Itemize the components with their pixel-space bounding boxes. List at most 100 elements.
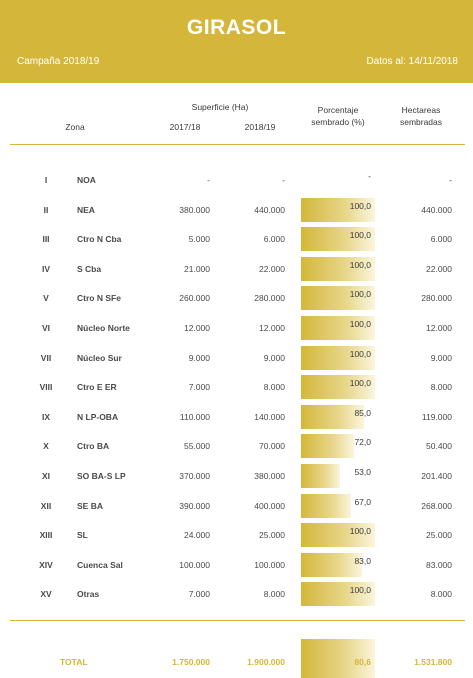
row-2018-19: 9.000 [263,352,285,363]
row-number: VIII [39,382,53,393]
col-header-porcentaje-line2: sembrado (%) [311,117,365,127]
row-2017-18: 21.000 [184,263,210,274]
row-number: VII [40,352,52,363]
row-zona: NEA [77,204,95,215]
percent-bar [301,375,375,400]
total-divider [10,620,465,621]
table-row: IX N LP-OBA 110.000 140.000 85,0 119.000 [0,404,473,429]
percent-bar-track: 100,0 [301,523,375,548]
percent-value: 100,0 [349,348,371,359]
row-hectareas: 25.000 [426,530,452,541]
row-zona: SE BA [77,500,103,511]
total-2017-18: 1.750.000 [172,657,210,667]
row-2018-19: 140.000 [254,411,285,422]
row-2018-19: - [282,175,285,185]
percent-bar [301,404,364,429]
header-divider [10,144,465,145]
row-2017-18: 260.000 [179,293,210,304]
row-2018-19: 100.000 [254,559,285,570]
percent-bar-track: - [301,168,375,192]
row-2018-19: 280.000 [254,293,285,304]
row-hectareas: 9.000 [430,352,452,363]
row-zona: Ctro N SFe [77,293,121,304]
row-2018-19: 8.000 [263,589,285,600]
row-zona: Ctro BA [77,441,110,452]
row-hectareas: 8.000 [430,382,452,393]
row-number: XV [40,589,52,600]
percent-bar-track: 100,0 [301,316,375,340]
percent-value: - [368,171,371,181]
row-hectareas: - [449,175,452,185]
percent-value: 67,0 [354,496,371,507]
total-2018-19: 1.900.000 [247,657,285,667]
table-row: V Ctro N SFe 260.000 280.000 100,0 280.000 [0,286,473,311]
total-hectareas: 1.531.800 [414,657,452,667]
row-2018-19: 8.000 [263,382,285,393]
percent-value: 100,0 [349,200,371,211]
percent-bar [301,227,375,252]
table-row: XIII SL 24.000 25.000 100,0 25.000 [0,523,473,548]
row-number: I [44,175,48,185]
col-header-superficie: Superficie (Ha) [191,102,249,112]
row-zona: Núcleo Sur [77,352,122,363]
percent-value: 100,0 [349,526,371,537]
total-percent-bar [301,639,375,678]
percent-bar [301,316,375,340]
data-date-label: Datos al: 14/11/2018 [366,56,458,67]
percent-bar-track: 100,0 [301,582,375,607]
row-number: V [43,293,49,304]
col-header-2018-19: 2018/19 [244,122,276,132]
row-number: IV [41,263,51,274]
row-2018-19: 400.000 [254,500,285,511]
row-zona: Ctro N Cba [77,234,122,245]
percent-bar [301,464,341,488]
percent-bar-track: 100,0 [301,197,375,222]
row-zona: N LP-OBA [77,411,119,422]
row-number: XII [40,500,52,511]
table-row: XI SO BA-S LP 370.000 380.000 53,0 201.400 [0,464,473,488]
percent-bar-track: 100,0 [301,286,375,311]
percent-bar [301,256,375,281]
row-number: XIV [39,559,53,570]
table-row: XV Otras 7.000 8.000 100,0 8.000 [0,582,473,607]
table-row: VIII Ctro E ER 7.000 8.000 100,0 8.000 [0,375,473,400]
percent-bar [301,286,375,311]
percent-bar-track: 72,0 [301,434,375,459]
page-title: GIRASOL [186,16,287,39]
total-row: TOTAL 1.750.000 1.900.000 80,6 1.531.800 [0,639,473,678]
percent-bar [301,552,363,577]
row-zona: SO BA-S LP [77,471,126,481]
row-2017-18: - [207,175,210,185]
row-hectareas: 8.000 [430,589,452,600]
percent-value: 100,0 [349,585,371,596]
table-row: VII Núcleo Sur 9.000 9.000 100,0 9.000 [0,345,473,370]
row-hectareas: 268.000 [421,500,452,511]
row-2017-18: 110.000 [179,411,210,422]
table-row: I NOA - - - - [0,168,473,192]
row-2018-19: 70.000 [259,441,285,452]
table-row: X Ctro BA 55.000 70.000 72,0 50.400 [0,434,473,459]
row-2017-18: 390.000 [179,500,210,511]
row-hectareas: 280.000 [421,293,452,304]
col-header-2017-18: 2017/18 [169,122,201,132]
row-zona: S Cba [77,263,102,274]
row-2018-19: 6.000 [263,234,285,245]
row-hectareas: 50.400 [426,441,452,452]
percent-bar-track: 53,0 [301,464,375,488]
row-2017-18: 380.000 [179,204,210,215]
percent-bar [301,493,351,518]
row-number: III [42,234,50,245]
total-percent-bar-track: 80,6 [301,639,375,678]
row-hectareas: 12.000 [426,323,452,333]
table-row: VI Núcleo Norte 12.000 12.000 100,0 12.000 [0,316,473,340]
percent-bar-track: 83,0 [301,552,375,577]
percent-value: 100,0 [349,259,371,270]
row-zona: Otras [77,589,100,600]
row-2017-18: 7.000 [188,382,210,393]
row-zona: Núcleo Norte [77,323,130,333]
table-row: XIV Cuenca Sal 100.000 100.000 83,0 83.000 [0,552,473,577]
percent-bar-track: 100,0 [301,375,375,400]
row-2017-18: 24.000 [184,530,210,541]
row-2017-18: 5.000 [188,234,210,245]
row-zona: Ctro E ER [77,382,117,393]
